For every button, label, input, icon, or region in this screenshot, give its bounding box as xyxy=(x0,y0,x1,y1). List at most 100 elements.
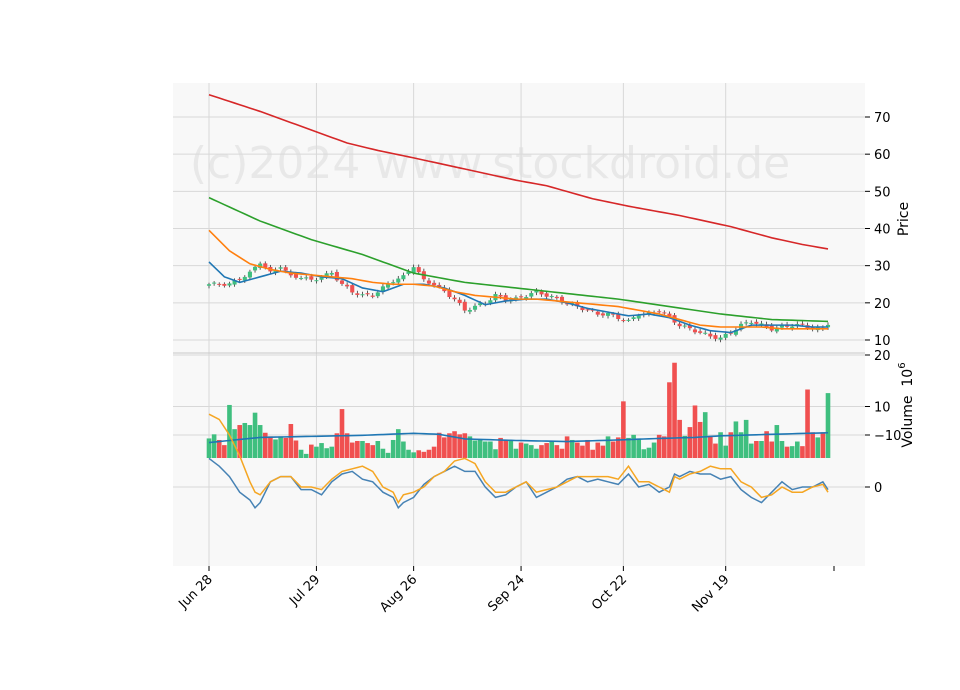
volume-bar xyxy=(375,441,381,458)
volume-bar xyxy=(743,419,749,458)
volume-bar xyxy=(482,441,488,458)
volume-bar xyxy=(723,445,728,458)
volume-bar xyxy=(667,382,672,458)
volume-bar xyxy=(559,448,565,458)
candle-body xyxy=(667,313,672,317)
volume-bar xyxy=(442,437,447,458)
macd-tick-label: −10 xyxy=(874,429,901,444)
candle-body xyxy=(457,299,462,304)
candle-body xyxy=(631,317,636,320)
candle-body xyxy=(718,337,723,340)
candle-body xyxy=(406,271,411,274)
candle-body xyxy=(754,321,759,324)
price-panel-bg xyxy=(173,83,865,353)
volume-tick-label: 10 xyxy=(874,401,891,416)
volume-bar xyxy=(636,438,642,458)
volume-axis-label-text: Volume 10 xyxy=(900,369,916,448)
volume-bar xyxy=(748,443,754,458)
volume-bars xyxy=(206,362,831,458)
price-axis-label: Price xyxy=(896,202,912,236)
candle-body xyxy=(324,273,329,277)
volume-bar xyxy=(339,409,345,458)
volume-bar xyxy=(278,436,283,458)
volume-bar xyxy=(590,449,595,458)
volume-bar xyxy=(380,448,386,458)
volume-bar xyxy=(641,449,647,458)
volume-bar xyxy=(303,453,309,458)
candle-body xyxy=(478,303,483,306)
volume-bar xyxy=(416,450,422,458)
candle-body xyxy=(605,312,611,316)
candle-body xyxy=(708,333,713,337)
candle-body xyxy=(733,330,738,335)
volume-bar xyxy=(708,435,713,458)
volume-bar xyxy=(462,433,468,458)
price-tick-label: 20 xyxy=(874,297,891,312)
volume-bar xyxy=(257,425,263,458)
candle-body xyxy=(452,297,457,300)
volume-bar xyxy=(518,442,524,458)
candle-body xyxy=(744,322,749,324)
candle-body xyxy=(657,311,662,313)
volume-bar xyxy=(795,441,800,458)
volume-ma-line xyxy=(208,431,829,444)
candle-body xyxy=(447,289,452,298)
candle-body xyxy=(703,332,708,334)
candle-body xyxy=(309,276,314,280)
volume-bar xyxy=(298,449,304,458)
candle-body xyxy=(534,290,539,293)
candle-body xyxy=(416,267,421,273)
candle-body xyxy=(692,329,698,333)
candle-body xyxy=(790,326,795,329)
x-tick-label: Nov 19 xyxy=(689,572,732,615)
volume-bar xyxy=(692,405,698,458)
volume-bar xyxy=(672,362,677,458)
volume-bar xyxy=(370,445,376,458)
volume-bar xyxy=(600,445,606,458)
volume-bar xyxy=(549,441,555,458)
candle-body xyxy=(386,283,391,288)
price-tick-label: 40 xyxy=(874,223,891,238)
volume-bar xyxy=(738,432,744,458)
price-line-ma200 xyxy=(208,93,829,250)
candle-body xyxy=(339,280,345,284)
price-tick-label: 10 xyxy=(874,334,891,349)
volume-bar xyxy=(575,442,580,458)
candle-body xyxy=(263,263,268,268)
volume-bar xyxy=(697,421,703,458)
candle-body xyxy=(554,296,559,299)
volume-bar xyxy=(789,446,795,458)
volume-bar xyxy=(626,437,631,458)
volume-bar xyxy=(421,451,427,458)
volume-bar xyxy=(569,439,575,458)
volume-bar xyxy=(457,434,462,458)
candle-body xyxy=(232,280,237,285)
volume-bar xyxy=(344,433,350,458)
volume-bar xyxy=(477,439,483,458)
volume-axis-label-exponent: 6 xyxy=(897,362,908,368)
volume-bar xyxy=(554,445,560,458)
volume-bar xyxy=(713,443,718,458)
price-line-ma50 xyxy=(208,196,829,323)
candle-body xyxy=(304,277,309,279)
candle-body xyxy=(437,284,442,287)
candle-body xyxy=(636,315,641,319)
volume-bar xyxy=(401,441,406,458)
candle-body xyxy=(621,320,626,322)
candle-body xyxy=(472,305,478,310)
candle-body xyxy=(524,297,529,299)
volume-bar xyxy=(800,446,805,458)
candle-body xyxy=(242,276,247,281)
candle-body xyxy=(293,274,299,278)
volume-bar xyxy=(447,433,452,458)
volume-bar xyxy=(820,432,826,458)
candle-body xyxy=(217,283,222,285)
price-line-ma20 xyxy=(208,229,828,330)
candle-body xyxy=(283,267,288,271)
volume-bar xyxy=(595,442,601,458)
volume-bar xyxy=(349,442,355,458)
candle-body xyxy=(212,282,217,284)
candle-body xyxy=(626,319,631,321)
x-tick-label: Jul 29 xyxy=(286,572,323,609)
